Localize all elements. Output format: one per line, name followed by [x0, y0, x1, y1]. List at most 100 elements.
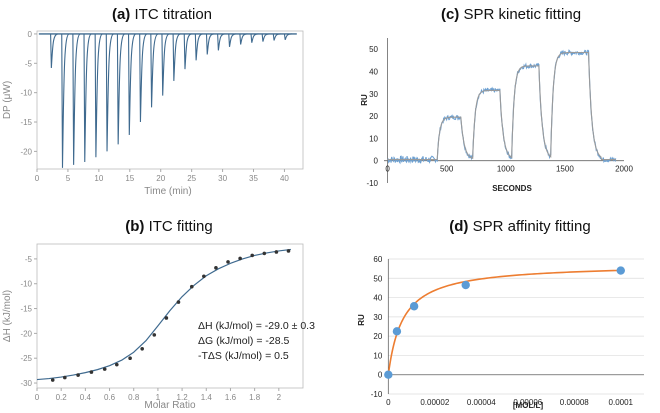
injection-peak — [94, 33, 103, 158]
injection-peak — [194, 33, 203, 61]
injection-peak — [72, 33, 81, 165]
panel-d-axes — [387, 259, 644, 394]
injection-peak — [250, 33, 259, 43]
data-point — [140, 346, 144, 351]
x-tick-label: 0.00002 — [420, 398, 449, 407]
panel-d-xlabel: [MOL/L] — [513, 401, 544, 410]
x-tick-label: 1.8 — [249, 393, 261, 402]
data-point — [250, 253, 255, 258]
x-tick-label: 1 — [156, 393, 161, 402]
panel-a-title: (a) ITC titration — [112, 6, 212, 23]
panel-d-title: (d) SPR affinity fitting — [449, 218, 590, 235]
panel-b-ticks: 0 0.2 0.4 0.6 0.8 1 1.2 1.4 1.6 1.8 2 -5 -10 -15 -20 -2… — [20, 255, 281, 402]
injection-peak — [105, 33, 115, 152]
x-tick-label: 0 — [385, 165, 390, 174]
data-point — [226, 260, 230, 264]
injection-peak — [283, 33, 292, 41]
sensorgram-fit — [387, 51, 616, 161]
panel-b-points — [50, 249, 291, 382]
injection-peak — [83, 33, 92, 162]
panel-a-frame — [36, 30, 304, 170]
data-point — [409, 302, 419, 311]
y-tick-label: 0 — [378, 371, 383, 380]
y-tick-label: 20 — [369, 112, 378, 121]
x-tick-label: 25 — [187, 174, 196, 183]
data-point — [461, 280, 470, 290]
y-tick-label: 0 — [28, 30, 33, 39]
injection-peak — [205, 33, 215, 55]
y-tick-label: 20 — [373, 332, 382, 341]
injection-peak — [261, 33, 270, 42]
panel-b-frame — [36, 243, 304, 389]
x-tick-label: 0.00006 — [513, 398, 542, 407]
panel-b-xlabel: Molar Ratio — [144, 400, 196, 411]
data-point — [50, 378, 55, 382]
injection-peak — [61, 33, 70, 168]
x-tick-label: 0.6 — [104, 393, 116, 402]
injection-peak — [217, 33, 226, 51]
y-tick-label: 40 — [373, 294, 382, 303]
y-tick-label: 10 — [373, 351, 382, 360]
x-tick-label: 1.2 — [177, 393, 189, 402]
x-tick-label: 0.00008 — [560, 398, 589, 407]
annotation-tds: -TΔS (kJ/mol) = 0.5 — [198, 350, 289, 362]
y-tick-label: 30 — [369, 90, 378, 99]
x-tick-label: 30 — [218, 174, 227, 183]
injection-peak — [128, 33, 137, 135]
x-tick-label: 2000 — [615, 165, 633, 174]
injection-peak — [139, 33, 148, 123]
y-tick-label: -10 — [366, 179, 378, 188]
panel-c: (c) SPR kinetic fitting 0 500 1000 1500 2000… — [360, 6, 633, 193]
panel-c-xlabel: SECONDS — [492, 184, 532, 193]
x-tick-label: 15 — [125, 174, 134, 183]
panel-c-title: (c) SPR kinetic fitting — [441, 6, 581, 23]
injection-peak — [272, 33, 281, 41]
x-tick-label: 2 — [277, 393, 282, 402]
x-tick-label: 0 — [386, 398, 391, 407]
data-point — [164, 316, 169, 320]
injection-peak — [228, 33, 237, 47]
panel-b: (b) ITC fitting 0 0.2 0.4 0.6 0.8 1 1.2 1.4 1.6 1… — [2, 218, 315, 411]
x-tick-label: 1000 — [497, 165, 515, 174]
data-point — [384, 370, 393, 379]
x-tick-label: 0.4 — [80, 393, 92, 402]
y-tick-label: 50 — [373, 274, 382, 283]
data-point — [392, 327, 402, 336]
y-tick-label: 30 — [373, 313, 382, 322]
x-tick-label: 10 — [94, 174, 103, 183]
x-tick-label: 0 — [35, 393, 40, 402]
panel-b-ylabel: ΔH (kJ/mol) — [2, 290, 13, 342]
injection-peak — [150, 33, 159, 108]
panel-a-ticks: 0 5 10 15 20 25 30 35 40 0 -5 -10 -15 -20 — [20, 30, 289, 183]
y-tick-label: -5 — [25, 255, 33, 264]
injection-peak — [183, 33, 192, 70]
sensorgram-data — [387, 49, 617, 165]
data-point — [102, 367, 107, 371]
y-tick-label: -30 — [20, 379, 32, 388]
data-point — [202, 274, 206, 279]
data-point — [274, 250, 279, 254]
injection-peak — [172, 33, 181, 81]
x-tick-label: 5 — [66, 174, 71, 183]
data-point — [89, 370, 94, 374]
annotation-dg: ΔG (kJ/mol) = -28.5 — [198, 335, 289, 347]
data-point — [616, 266, 625, 275]
y-tick-label: -20 — [20, 329, 32, 338]
injection-peak — [239, 33, 248, 45]
x-tick-label: 0.2 — [56, 393, 68, 402]
y-tick-label: -15 — [20, 118, 32, 127]
y-tick-label: -5 — [25, 59, 33, 68]
x-tick-label: 20 — [156, 174, 165, 183]
y-tick-label: 0 — [374, 157, 379, 166]
panel-c-ylabel: RU — [360, 94, 369, 106]
y-tick-label: 60 — [373, 255, 382, 264]
data-point — [262, 251, 267, 256]
data-point — [76, 373, 80, 377]
panel-a-trace — [38, 33, 297, 168]
injection-peak — [116, 33, 126, 145]
panel-a-xlabel: Time (min) — [144, 186, 191, 197]
panel-d: (d) SPR affinity fitting 0 0.00002 0.00004… — [357, 218, 644, 410]
x-tick-label: 1.4 — [201, 393, 213, 402]
data-point — [286, 249, 291, 253]
